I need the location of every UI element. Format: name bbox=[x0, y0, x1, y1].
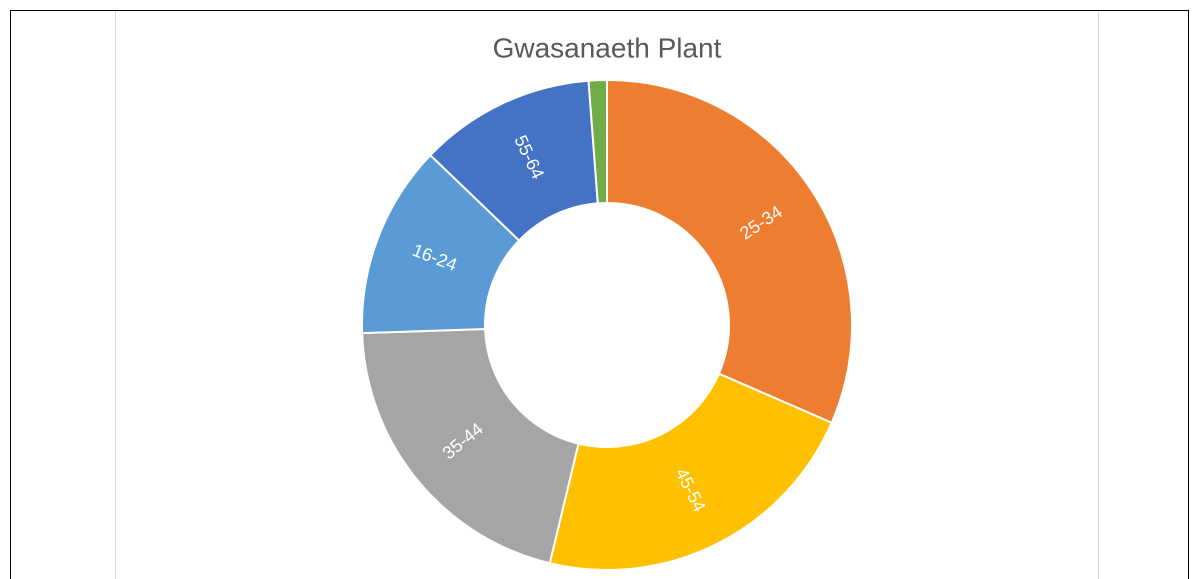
donut-segment bbox=[548, 372, 833, 571]
chart-title: Gwasanaeth Plant bbox=[493, 32, 722, 63]
donut-segment bbox=[587, 78, 608, 205]
donut-segment bbox=[606, 78, 853, 425]
donut-segment bbox=[361, 153, 521, 335]
donut-segment bbox=[361, 327, 580, 565]
